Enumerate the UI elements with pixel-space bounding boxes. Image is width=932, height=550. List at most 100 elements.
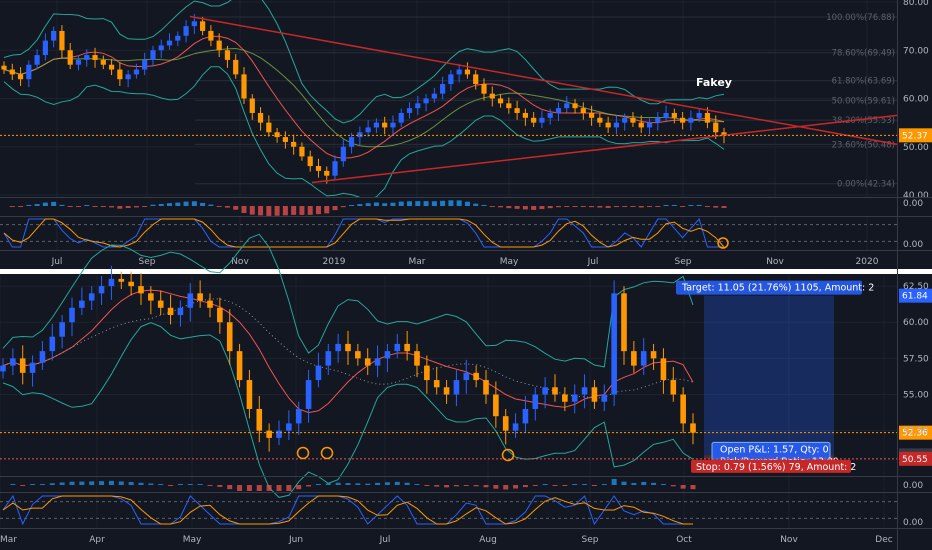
candle-body: [98, 286, 105, 294]
macd-bar: [42, 202, 48, 206]
macd-bar: [631, 482, 637, 485]
candle-body: [522, 112, 528, 118]
macd-bar: [315, 484, 321, 485]
candle-body: [721, 132, 727, 136]
candle-body: [493, 394, 499, 417]
candle-body: [473, 372, 479, 381]
candle-body: [440, 84, 446, 94]
macd-bar: [59, 482, 65, 485]
candle-body: [384, 351, 391, 359]
top-macd-pane: [0, 198, 897, 216]
candle-body: [84, 55, 90, 60]
macd-bar: [183, 201, 189, 206]
candle-body: [394, 343, 401, 352]
candle-body: [276, 430, 282, 438]
candle-body: [177, 307, 184, 316]
candle-body: [532, 394, 539, 409]
long-position-tool[interactable]: Target: 11.05 (21.76%) 1105, Amount: 2 Op…: [0, 280, 897, 473]
candle-body: [274, 132, 280, 138]
candle-body: [88, 293, 95, 301]
trendlines[interactable]: [189, 15, 898, 184]
candle-body: [59, 322, 65, 337]
candle-body: [241, 74, 247, 99]
macd-bar: [325, 483, 331, 485]
top-y-axis[interactable]: 80.00 70.00 60.00 50.00 40.00: [903, 0, 929, 201]
candle-body: [588, 112, 595, 118]
macd-bar: [167, 203, 173, 206]
macd-bar: [158, 203, 164, 206]
macd-bar: [282, 206, 288, 216]
candle-body: [187, 293, 194, 308]
open-pnl-label: Open P&L: 1.57, Qty: 0: [720, 444, 829, 455]
macd-bar: [148, 483, 154, 485]
macd-bar: [547, 206, 553, 209]
candle-body: [75, 59, 82, 65]
candle-body: [335, 343, 341, 352]
macd-bar: [398, 201, 404, 206]
time-tick-label: Sep: [582, 535, 599, 545]
candle-body: [175, 35, 181, 41]
macd-bar: [224, 206, 230, 208]
time-tick-label: 2019: [323, 257, 346, 267]
macd-bar: [150, 204, 156, 206]
candle-body: [200, 21, 206, 31]
macd-bar: [613, 206, 619, 208]
macd-bar: [59, 204, 65, 206]
macd-bar: [39, 484, 45, 485]
macd-bar: [89, 481, 95, 485]
macd-bar: [365, 203, 371, 206]
bottom-chart: Target: 11.05 (21.76%) 1105, Amount: 2 Op…: [0, 233, 932, 545]
macd-bar: [424, 485, 430, 486]
macd-bar: [168, 485, 174, 486]
macd-bar: [187, 484, 193, 485]
fakey-annotation: Fakey: [696, 76, 732, 89]
price-tag-label: 61.84: [902, 292, 928, 302]
time-tick-label: Jul: [379, 535, 391, 545]
macd-bar: [332, 206, 338, 211]
candle-body: [299, 146, 305, 157]
macd-bar: [498, 206, 504, 208]
candle-body: [497, 98, 504, 104]
macd-bar: [75, 206, 81, 207]
top-x-axis[interactable]: Jul Sep Nov 2019 Mar May Jul Sep Nov 2020: [51, 257, 879, 267]
candle-body: [581, 387, 588, 395]
fib-retracement[interactable]: 100.00%(76.88) 78.60%(69.49) 61.80%(63.69)…: [195, 13, 897, 190]
candle-body: [424, 365, 430, 381]
candle-body: [315, 166, 322, 171]
candle-body: [51, 30, 57, 41]
macd-bar: [291, 206, 297, 215]
moving-average-fast: [3, 35, 725, 159]
top-chart: 100.00%(76.88) 78.60%(69.49) 61.80%(63.69)…: [0, 0, 932, 267]
macd-bar: [49, 483, 55, 485]
price-tick-label: 50.00: [903, 143, 929, 153]
macd-bar: [117, 206, 123, 209]
macd-bar: [663, 205, 669, 206]
macd-bar: [79, 481, 85, 485]
macd-bar: [506, 206, 512, 209]
swing-low-circle: [320, 446, 334, 460]
candle-body: [506, 103, 512, 109]
macd-bar: [175, 202, 181, 206]
candle-body: [183, 26, 189, 36]
candle-body: [680, 117, 686, 123]
time-tick-label: May: [183, 535, 202, 545]
macd-bar: [276, 485, 282, 491]
candle-body: [108, 64, 115, 70]
price-tick-label: 80.00: [903, 0, 929, 8]
macd-bar: [241, 206, 247, 213]
bottom-y-axis[interactable]: 61.8452.3650.7950.5562.5060.0057.5055.00…: [899, 282, 932, 466]
macd-bar: [489, 206, 495, 207]
macd-bar: [315, 206, 321, 215]
candle-body: [142, 59, 148, 70]
macd-bar: [286, 485, 292, 491]
candle-body: [415, 103, 421, 109]
candle-body: [257, 112, 264, 123]
macd-bar: [552, 485, 558, 486]
bottom-x-axis[interactable]: Mar Apr May Jun Jul Aug Sep Oct Nov Dec: [0, 535, 893, 545]
candle-body: [42, 40, 48, 56]
candle-body: [638, 122, 644, 128]
candle-body: [208, 30, 214, 41]
macd-bar: [246, 485, 252, 491]
